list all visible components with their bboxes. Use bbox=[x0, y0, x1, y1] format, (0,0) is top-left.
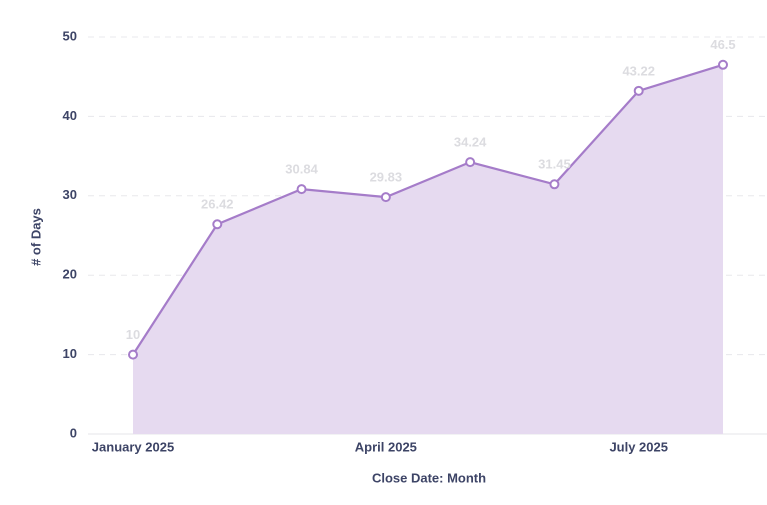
data-label: 10 bbox=[126, 327, 140, 342]
data-label: 34.24 bbox=[454, 135, 487, 150]
point bbox=[212, 219, 223, 230]
point bbox=[128, 349, 138, 360]
x-tick-label: April 2025 bbox=[355, 439, 417, 454]
y-axis-title: # of Days bbox=[28, 208, 43, 266]
data-label: 30.84 bbox=[285, 162, 318, 177]
x-tick-label: July 2025 bbox=[609, 439, 668, 454]
area bbox=[133, 64, 723, 434]
y-tick-label: 10 bbox=[63, 346, 77, 361]
point bbox=[380, 192, 391, 203]
y-tick-label: 40 bbox=[63, 108, 77, 123]
y-tick-label: 20 bbox=[63, 267, 77, 282]
y-tick-label: 30 bbox=[63, 187, 77, 202]
point bbox=[718, 59, 728, 70]
data-label: 29.83 bbox=[370, 170, 403, 185]
data-label: 31.45 bbox=[538, 157, 571, 172]
point bbox=[549, 179, 560, 190]
x-tick-label: January 2025 bbox=[92, 439, 174, 454]
data-label: 46.5 bbox=[710, 37, 735, 52]
y-tick-label: 0 bbox=[70, 425, 77, 440]
point bbox=[296, 184, 307, 195]
x-axis-title: Close Date: Month bbox=[372, 470, 486, 485]
data-label: 26.42 bbox=[201, 197, 234, 212]
point bbox=[465, 157, 476, 168]
point bbox=[633, 85, 644, 96]
y-tick-label: 50 bbox=[63, 28, 77, 43]
line bbox=[132, 63, 724, 356]
data-label: 43.22 bbox=[622, 63, 655, 78]
